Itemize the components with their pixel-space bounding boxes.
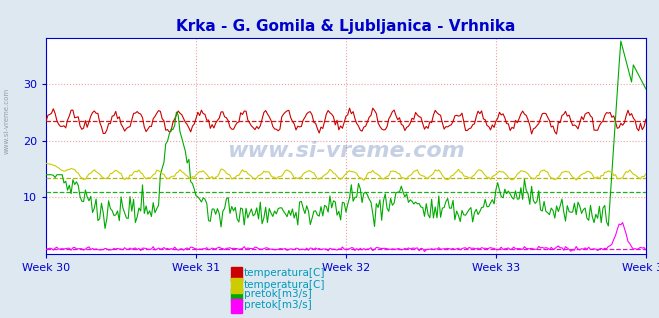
Text: temperatura[C]: temperatura[C] [244,268,326,279]
Text: pretok[m3/s]: pretok[m3/s] [244,300,312,310]
Text: temperatura[C]: temperatura[C] [244,280,326,290]
Text: www.si-vreme.com: www.si-vreme.com [227,141,465,161]
Text: pretok[m3/s]: pretok[m3/s] [244,289,312,299]
Text: www.si-vreme.com: www.si-vreme.com [3,88,9,154]
Title: Krka - G. Gomila & Ljubljanica - Vrhnika: Krka - G. Gomila & Ljubljanica - Vrhnika [177,19,515,34]
